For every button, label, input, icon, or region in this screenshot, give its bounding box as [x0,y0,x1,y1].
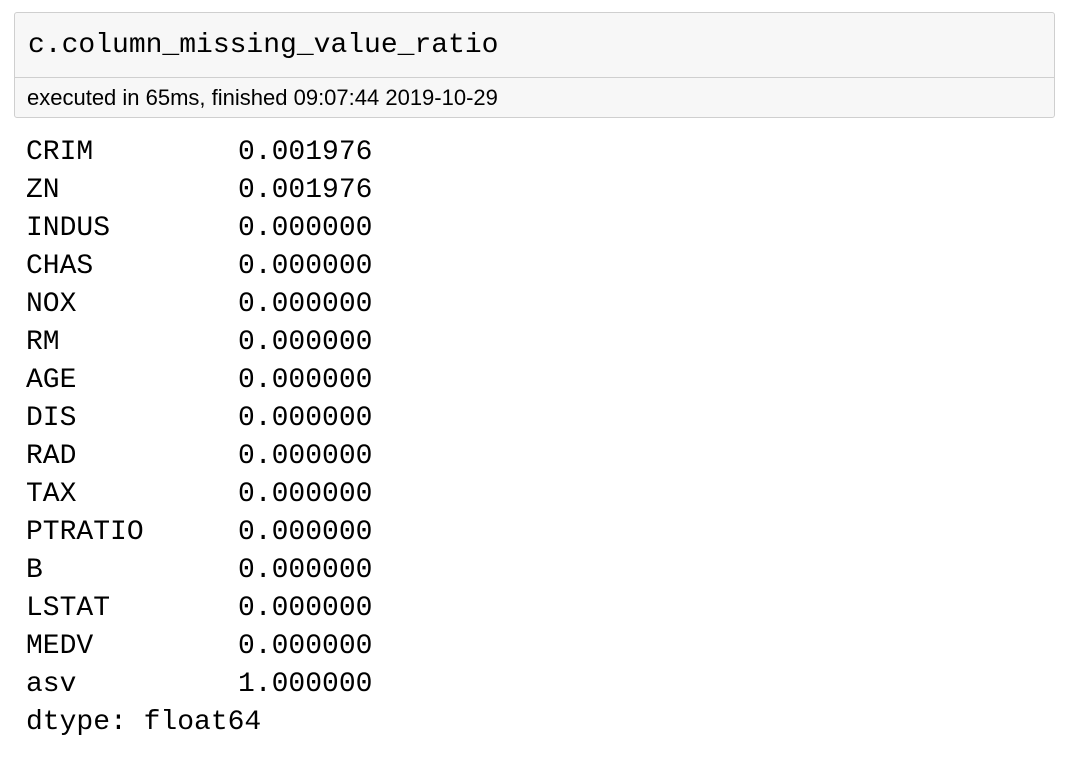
output-row: RM 0.000000 [26,324,372,362]
row-value: 0.000000 [238,628,372,666]
row-label: PTRATIO [26,514,238,552]
row-label: asv [26,666,238,704]
row-label: LSTAT [26,590,238,628]
output-series: CRIM 0.001976 ZN 0.001976 INDUS 0.000000 CHAS 0… [26,134,372,704]
output-row: NOX 0.000000 [26,286,372,324]
output-row: asv 1.000000 [26,666,372,704]
row-value: 0.000000 [238,476,372,514]
output-row: ZN 0.001976 [26,172,372,210]
row-label: MEDV [26,628,238,666]
row-label: NOX [26,286,238,324]
row-label: INDUS [26,210,238,248]
cell-output: CRIM 0.001976 ZN 0.001976 INDUS 0.000000 CHAS 0… [26,134,372,742]
row-value: 0.001976 [238,172,372,210]
row-value: 0.000000 [238,552,372,590]
output-row: TAX 0.000000 [26,476,372,514]
output-row: CHAS 0.000000 [26,248,372,286]
row-value: 0.000000 [238,400,372,438]
row-label: CHAS [26,248,238,286]
output-row: RAD 0.000000 [26,438,372,476]
output-row: DIS 0.000000 [26,400,372,438]
output-row: AGE 0.000000 [26,362,372,400]
row-label: AGE [26,362,238,400]
code-line[interactable]: c.column_missing_value_ratio [15,13,1054,77]
output-row: PTRATIO 0.000000 [26,514,372,552]
output-row: B 0.000000 [26,552,372,590]
row-label: TAX [26,476,238,514]
row-label: B [26,552,238,590]
row-label: ZN [26,172,238,210]
execution-info: executed in 65ms, finished 09:07:44 2019… [15,77,1054,117]
row-label: CRIM [26,134,238,172]
row-value: 0.000000 [238,210,372,248]
row-value: 0.000000 [238,362,372,400]
code-input-area[interactable]: c.column_missing_value_ratio executed in… [14,12,1055,118]
row-label: RAD [26,438,238,476]
notebook-cell[interactable]: c.column_missing_value_ratio executed in… [14,12,1055,118]
row-value: 0.000000 [238,514,372,552]
dtype-line: dtype: float64 [26,704,372,742]
output-row: LSTAT 0.000000 [26,590,372,628]
row-value: 1.000000 [238,666,372,704]
output-row: MEDV 0.000000 [26,628,372,666]
row-label: DIS [26,400,238,438]
output-row: CRIM 0.001976 [26,134,372,172]
row-value: 0.000000 [238,324,372,362]
row-value: 0.000000 [238,286,372,324]
row-value: 0.000000 [238,590,372,628]
row-label: RM [26,324,238,362]
output-row: INDUS 0.000000 [26,210,372,248]
row-value: 0.001976 [238,134,372,172]
row-value: 0.000000 [238,438,372,476]
row-value: 0.000000 [238,248,372,286]
